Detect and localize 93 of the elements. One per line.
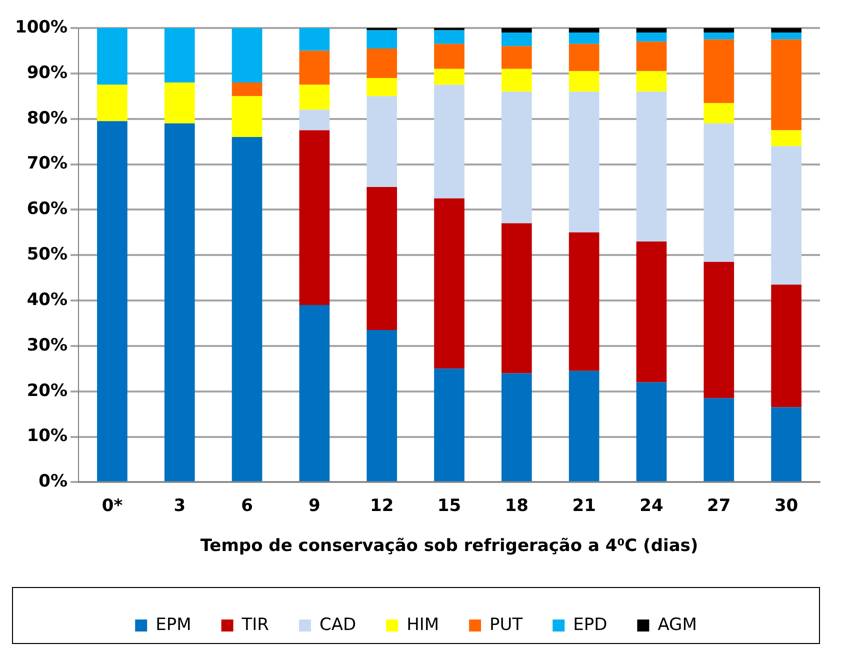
bar	[502, 32, 532, 46]
bar	[568, 370, 600, 482]
bar	[771, 407, 802, 482]
bar	[502, 28, 532, 33]
legend-label: EPM	[156, 614, 192, 635]
y-tick-label: 40%	[26, 290, 68, 310]
bar	[704, 28, 734, 33]
bar	[568, 92, 600, 232]
bar	[771, 39, 802, 130]
bar	[434, 368, 464, 482]
x-axis-title: Tempo de conservação sob refrigeração a 4⁰C (dias)	[200, 536, 698, 556]
bar	[771, 32, 802, 40]
bar	[434, 198, 464, 369]
bar	[434, 44, 464, 69]
x-tick-label: 12	[370, 496, 394, 516]
bar	[97, 84, 128, 122]
bar	[704, 262, 734, 398]
bar	[704, 398, 734, 482]
x-tick-label: 24	[640, 496, 664, 516]
bar	[568, 71, 600, 92]
bar	[568, 28, 600, 33]
y-tick-label: 90%	[26, 62, 68, 83]
bar	[299, 50, 330, 85]
bar	[704, 123, 734, 262]
x-tick-label: 15	[437, 496, 462, 516]
bar	[771, 284, 802, 408]
bar	[636, 382, 667, 482]
y-tick-label: 60%	[26, 199, 68, 220]
bar	[636, 241, 667, 382]
x-tick-label: 27	[707, 496, 731, 516]
bar	[771, 146, 802, 285]
y-tick-label: 10%	[26, 426, 68, 446]
bar	[299, 130, 330, 306]
bar	[164, 82, 195, 124]
bar	[299, 28, 330, 51]
bar	[366, 30, 398, 48]
bar	[97, 28, 128, 85]
legend-label: AGM	[658, 614, 697, 635]
y-tick-label: 0%	[38, 472, 68, 492]
bar	[164, 123, 195, 482]
x-tick-label: 9	[308, 496, 320, 516]
bar	[771, 130, 802, 146]
x-tick-label: 0*	[102, 496, 123, 516]
y-tick-label: 50%	[26, 244, 68, 265]
y-tick-label: 20%	[26, 380, 68, 401]
x-tick-label: 18	[504, 496, 529, 516]
bar	[568, 32, 600, 44]
bar	[164, 28, 195, 83]
bar	[299, 305, 330, 482]
bar	[232, 137, 262, 482]
y-tick-label: 30%	[26, 335, 68, 356]
legend-label: CAD	[319, 614, 356, 635]
bar	[502, 92, 532, 224]
bar	[434, 68, 464, 85]
bar	[704, 32, 734, 40]
x-tick-label: 6	[241, 496, 253, 516]
bar	[434, 30, 464, 44]
bar	[502, 68, 532, 92]
bar	[299, 110, 330, 130]
bar	[502, 223, 532, 374]
bar	[366, 96, 398, 187]
bar	[366, 186, 398, 330]
bar	[636, 42, 667, 72]
bar	[636, 92, 667, 242]
bar	[366, 48, 398, 78]
bar	[97, 121, 128, 482]
bar	[568, 44, 600, 72]
y-tick-label: 70%	[26, 154, 68, 174]
legend-label: PUT	[490, 614, 524, 635]
bar	[434, 84, 464, 198]
bar	[771, 28, 802, 33]
bar	[704, 102, 734, 124]
bar	[704, 39, 734, 103]
bar	[232, 82, 262, 96]
legend-label: TIR	[240, 614, 270, 635]
x-tick-label: 30	[774, 496, 798, 516]
bar	[502, 373, 532, 482]
legend-label: HIM	[406, 614, 440, 635]
y-tick-label: 80%	[26, 108, 68, 128]
bar	[502, 46, 532, 69]
bar	[232, 28, 262, 83]
y-tick-label: 100%	[14, 17, 68, 38]
bar	[366, 330, 398, 482]
bar	[636, 32, 667, 42]
legend-label: EPD	[573, 614, 608, 635]
bar	[636, 71, 667, 92]
x-tick-label: 3	[174, 496, 186, 516]
bar	[366, 78, 398, 96]
bar	[636, 28, 667, 33]
x-tick-label: 21	[572, 496, 596, 516]
bar	[299, 84, 330, 110]
bar	[232, 96, 262, 138]
bar	[568, 232, 600, 371]
